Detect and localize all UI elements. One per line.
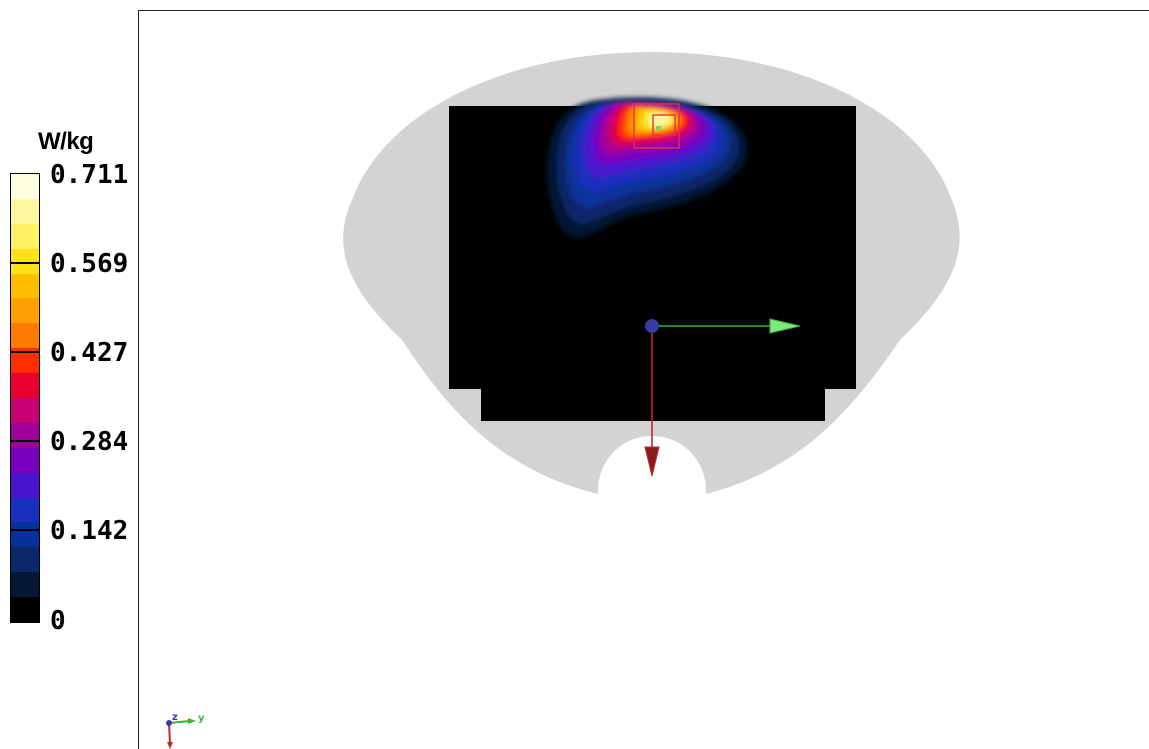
colorbar-segment	[11, 398, 39, 423]
orientation-axes-widget: y z	[160, 710, 210, 749]
tick-line-0142	[10, 529, 40, 531]
tick-label-max: 0.711	[50, 160, 129, 190]
axis-origin-point	[645, 319, 659, 333]
colorbar-segment	[11, 572, 39, 598]
colorbar-segment	[11, 323, 39, 349]
colorbar-segment	[11, 597, 39, 623]
tick-label-4: 0.284	[50, 427, 129, 457]
tick-label-min: 0	[50, 606, 66, 636]
colorbar-unit-label: W/kg	[38, 128, 94, 155]
colorbar-segment	[11, 248, 39, 274]
peak-point-marker	[656, 126, 661, 130]
mini-axis-z-label: z	[172, 712, 178, 723]
colorbar-segment	[11, 298, 39, 324]
tick-line-0569	[10, 262, 40, 264]
z-axis-arrowhead	[644, 446, 660, 477]
colorbar-segment	[11, 547, 39, 573]
tick-label-3: 0.427	[50, 338, 129, 368]
zoom-scan-inner-box	[652, 114, 676, 136]
colorbar-segment	[11, 174, 39, 199]
3d-viewport[interactable]	[138, 10, 1149, 749]
colorbar-segment	[11, 273, 39, 299]
sar-distribution	[546, 97, 748, 239]
y-axis-arrowhead	[769, 318, 801, 334]
orientation-axes-icon	[166, 718, 196, 749]
colorbar-segment	[11, 472, 39, 498]
tick-label-5: 0.142	[50, 516, 129, 546]
zoom-scan-outer-box	[633, 103, 680, 149]
colorbar-segment	[11, 497, 39, 523]
colorbar-segment	[11, 522, 39, 548]
color-scale-bar	[10, 173, 40, 623]
colorbar-segment	[11, 198, 39, 224]
colorbar-segment	[11, 223, 39, 249]
colorbar-segment	[11, 373, 39, 399]
colorbar-segment	[11, 447, 39, 473]
tick-line-0284	[10, 440, 40, 442]
tick-line-0427	[10, 351, 40, 353]
colorbar-segment	[11, 422, 39, 448]
sar-level-16	[652, 114, 670, 125]
tick-label-2: 0.569	[50, 249, 129, 279]
mini-axis-y-label: y	[198, 713, 205, 724]
